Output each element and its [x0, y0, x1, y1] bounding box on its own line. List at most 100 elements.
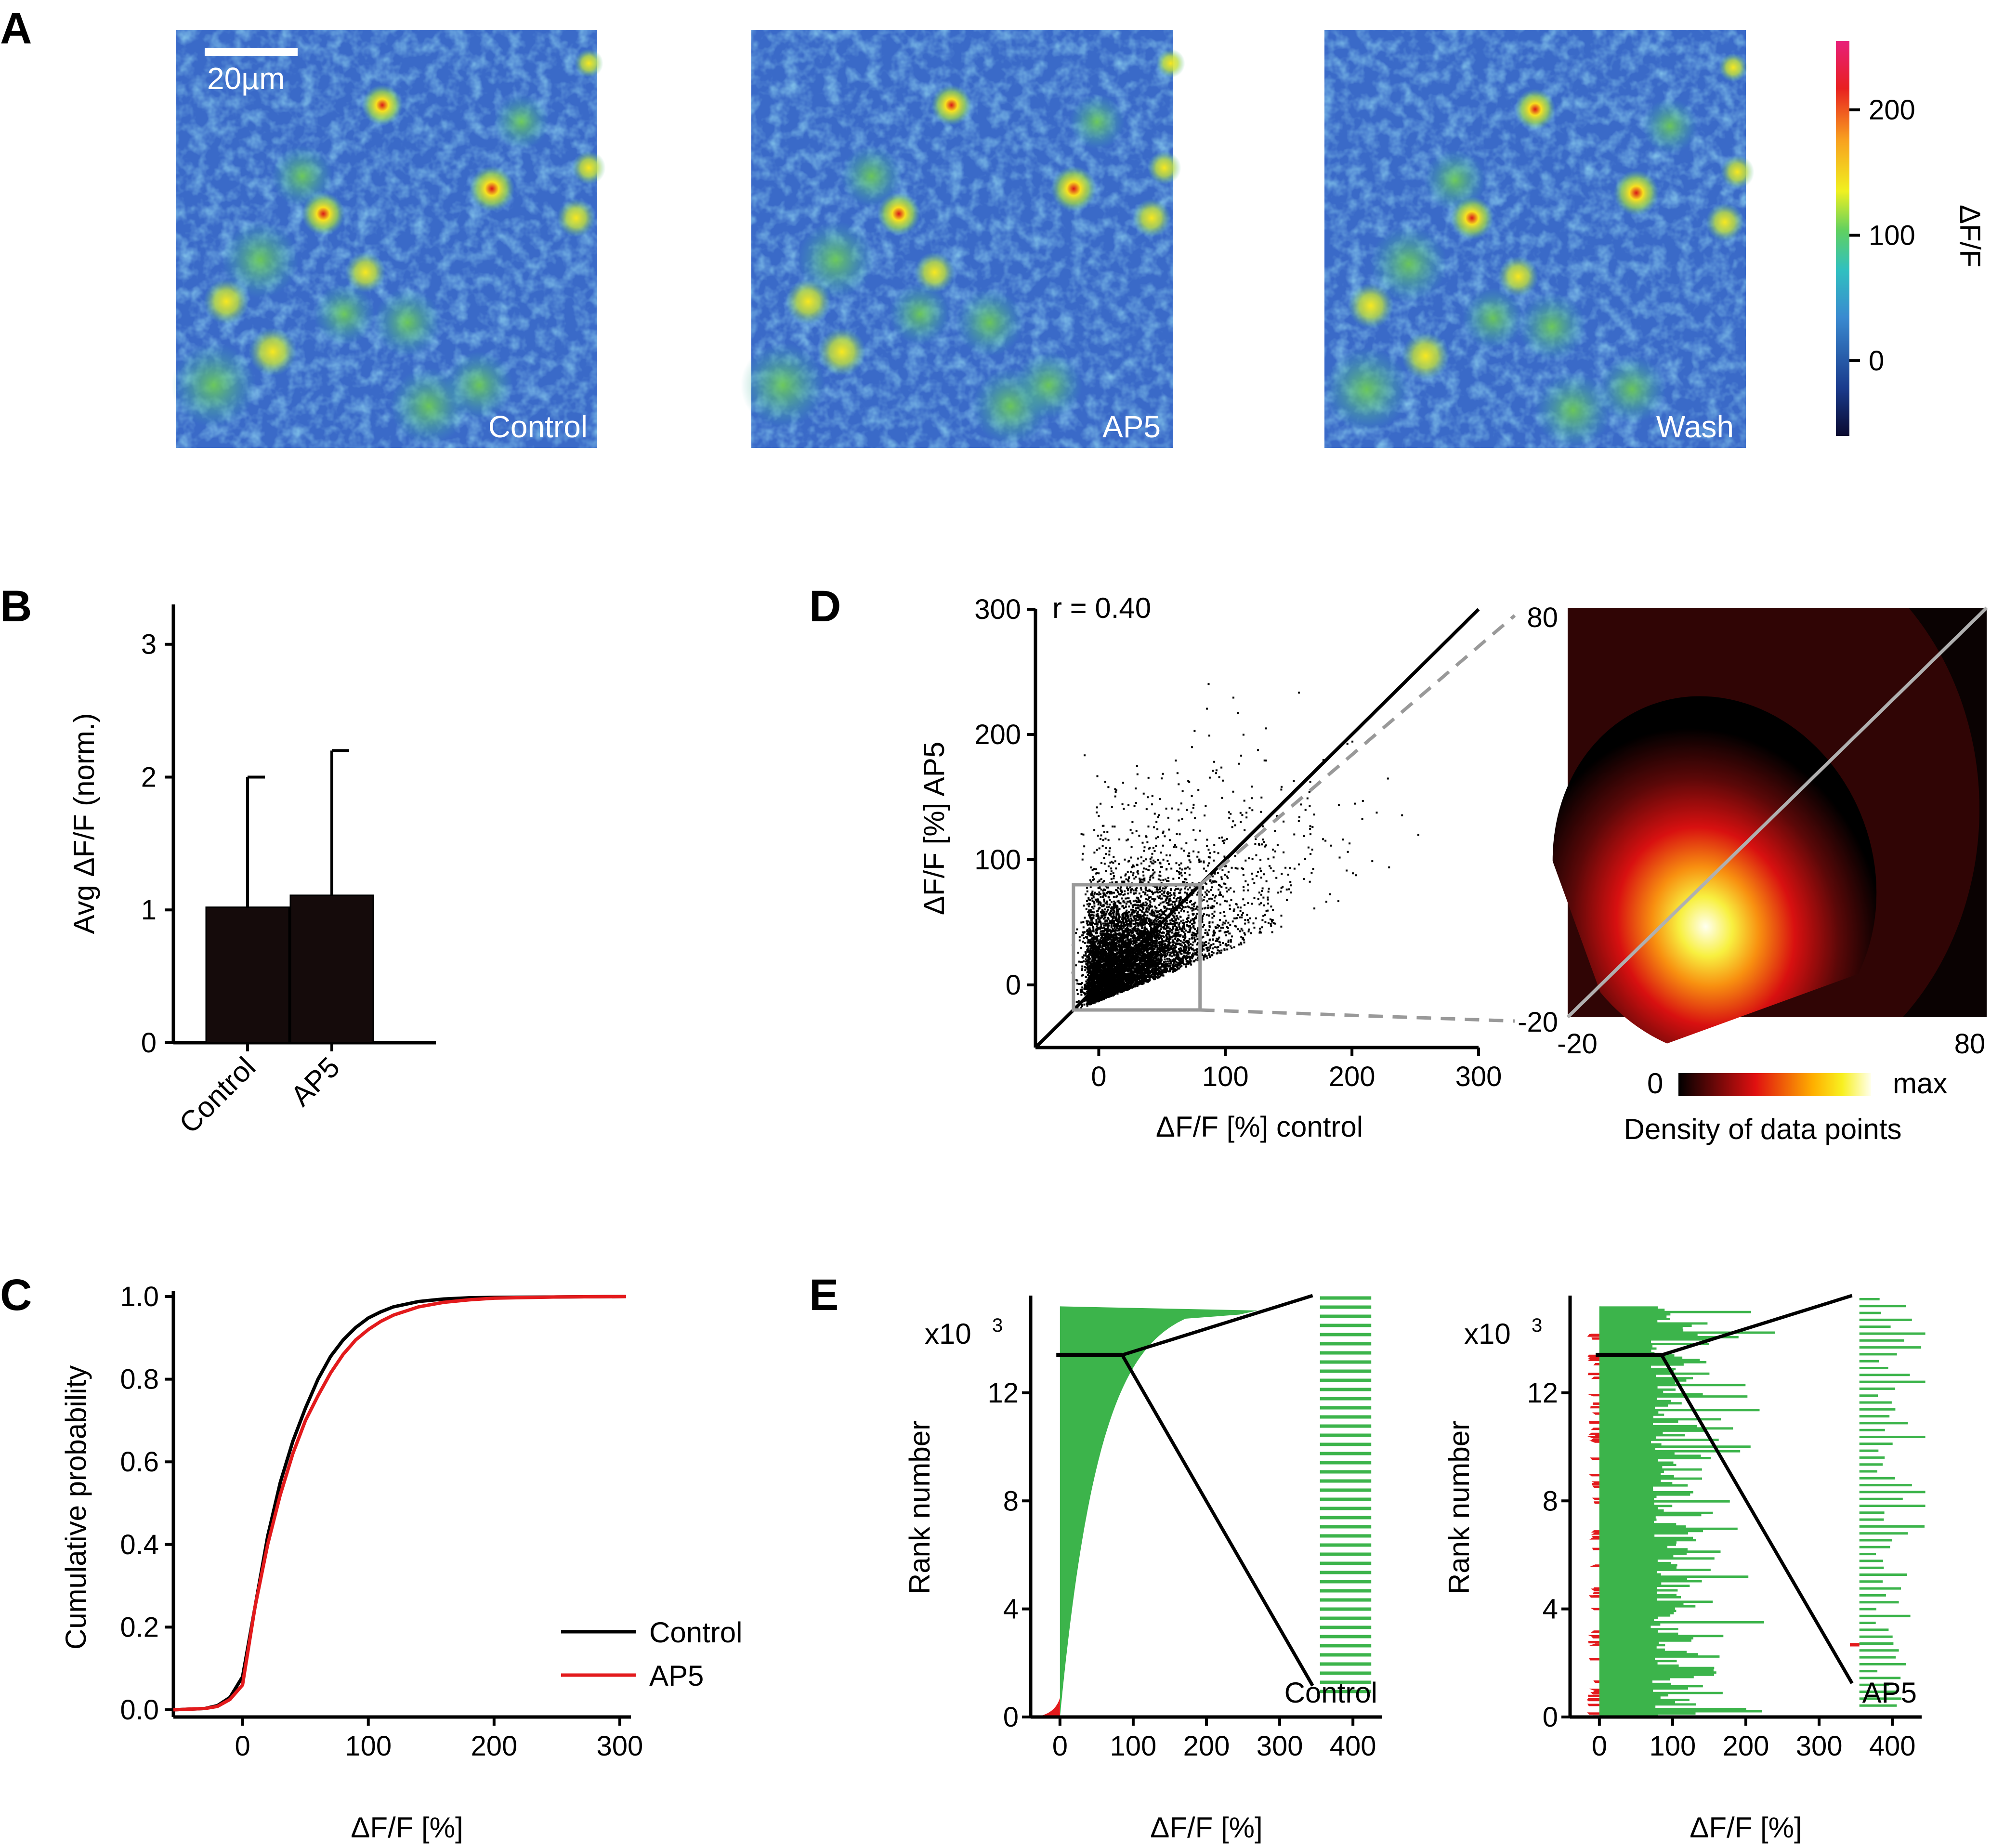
e-x-axis-label: ΔF/F [%]: [1690, 1811, 1802, 1844]
c-series-control: [173, 1295, 627, 1712]
e-ap5-rank-base: [1599, 1306, 1601, 1717]
image-1-cell-4: [1132, 198, 1171, 237]
image-1-cell-9: [840, 145, 903, 207]
image-0-cell-12: [445, 351, 513, 419]
image-0-cell-16: [314, 283, 375, 345]
image-2-cell-4: [1705, 203, 1744, 242]
image-0-cell-0: [362, 84, 403, 126]
panel-letter-c: C: [0, 1271, 32, 1320]
e-multiplier-exponent: 3: [992, 1315, 1003, 1336]
image-0-cell-9: [271, 145, 333, 207]
c-y-tick-label: 0.2: [120, 1612, 159, 1643]
d-identity-line: [1034, 608, 1480, 1049]
d-density-colorbar: [1678, 1073, 1871, 1096]
c-y-tick-label: 0.6: [120, 1446, 159, 1478]
d-density-y-min: -20: [1518, 1007, 1558, 1038]
colorbar-a-tick-label: 100: [1869, 220, 1915, 251]
e-x-tick-label: 300: [1257, 1730, 1303, 1762]
d-y-tick-label: 300: [974, 594, 1021, 625]
image-1-cell-2: [1050, 166, 1097, 212]
image-0-cell-10: [493, 94, 550, 150]
e-ap5-zoom-bars: [1859, 1298, 1926, 1707]
e-ap5-rank-bars: [1599, 1306, 1775, 1717]
image-2-cell-10: [1642, 98, 1698, 154]
image-1-cell-14: [955, 288, 1023, 356]
image-1-cell-12: [1014, 351, 1083, 419]
colorbar-a-tick-label: 0: [1869, 345, 1884, 377]
e-y-tick-label: 0: [1003, 1702, 1019, 1733]
e-x-tick-label: 200: [1723, 1730, 1769, 1762]
c-x-tick-label: 0: [235, 1730, 250, 1762]
d-density-identity-line: [1566, 606, 1988, 1019]
colorbar-a-label: ΔF/F: [1954, 205, 1986, 267]
image-2-cell-9: [1424, 149, 1486, 211]
d-density-x-max: 80: [1954, 1028, 1986, 1060]
image-1-cell-13: [797, 221, 874, 299]
d-x-axis-label: ΔF/F [%] control: [1156, 1111, 1363, 1143]
e-multiplier: x10: [925, 1318, 971, 1350]
panel-d-density: 80 -20-20 80 0 max Density of data points: [1518, 602, 1988, 1145]
e-annotation: Control: [1284, 1677, 1377, 1709]
b-y-tick-label: 0: [141, 1027, 157, 1059]
panel-d-scatter: 0 100 200 300 0 100 200 300 ΔF/F [%] control ΔF/F…: [918, 594, 1516, 1143]
image-2-cell-0: [1515, 89, 1556, 130]
panel-e-ap5-rank: 0 4 8 12 0 100 200 300 400 x10 3 AP5 ΔF/F [%] Rank nu…: [1443, 1294, 1926, 1844]
image-2-cell-11: [1534, 371, 1612, 449]
d-zoom-line-bottom: [1200, 1008, 1515, 1023]
e-control-rank-area: [1060, 1306, 1258, 1717]
e-control-negative-area: [1034, 1698, 1060, 1717]
image-1-cell-16: [889, 283, 951, 345]
d-x-tick-label: 0: [1091, 1061, 1106, 1092]
image-0-cell-8: [574, 49, 603, 78]
e-zoom-line-bottom: [1660, 1354, 1854, 1684]
image-1-cell-3: [914, 251, 956, 293]
panel-letter-e: E: [809, 1271, 838, 1320]
d-y-axis-label: ΔF/F [%] AP5: [918, 742, 950, 915]
e-zoom-line-top: [1122, 1294, 1313, 1357]
image-2-cell-2: [1613, 170, 1659, 216]
c-y-axis-label: Cumulative probability: [60, 1365, 92, 1650]
e-zoom-line-top: [1661, 1294, 1853, 1357]
c-y-tick-label: 0.4: [120, 1529, 159, 1560]
image-0-cell-13: [222, 221, 299, 299]
e-x-tick-label: 400: [1330, 1730, 1376, 1762]
c-y-tick-label: 1.0: [120, 1281, 159, 1312]
c-legend-label-ap5: AP5: [649, 1660, 704, 1692]
panel-b-bar-chart: 0 1 2 3 Control AP5 Avg ΔF/F (norm.): [68, 604, 436, 1140]
e-annotation: AP5: [1862, 1677, 1917, 1709]
b-y-axis-label: Avg ΔF/F (norm.): [68, 713, 100, 934]
d-density-y-max: 80: [1527, 602, 1558, 633]
image-2-cell-15: [1324, 347, 1409, 432]
c-series-ap5: [173, 1295, 627, 1712]
image-1-cell-1: [877, 192, 921, 236]
d-density-core: [1552, 696, 1877, 1057]
image-1-cell-0: [931, 84, 972, 126]
colorbar-a-ticks: 0 100 200: [1849, 94, 1915, 377]
e-y-tick-label: 0: [1543, 1702, 1558, 1733]
scale-bar-label: 20µm: [207, 61, 285, 96]
c-x-tick-label: 100: [345, 1730, 392, 1762]
image-1-cell-8: [1156, 49, 1185, 78]
d-x-tick-label: 200: [1329, 1061, 1375, 1092]
c-x-tick-label: 200: [471, 1730, 517, 1762]
e-x-tick-label: 200: [1183, 1730, 1230, 1762]
e-x-tick-label: 100: [1650, 1730, 1696, 1762]
panel-letter-d: D: [809, 582, 841, 631]
image-0-cell-4: [557, 198, 596, 237]
e-y-axis-label: Rank number: [904, 1421, 936, 1594]
b-y-tick-label: 1: [141, 894, 157, 926]
image-0-cell-2: [469, 166, 515, 212]
d-y-tick-label: 100: [974, 844, 1021, 876]
c-legend-label-control: Control: [649, 1616, 742, 1649]
colorbar-a-tick-label: 200: [1869, 94, 1915, 126]
image-0-cell-3: [345, 251, 386, 293]
image-1-cell-6: [818, 328, 866, 376]
colorbar-a: [1836, 41, 1849, 436]
image-2-cell-3: [1498, 256, 1539, 297]
image-2-cell-12: [1598, 355, 1666, 423]
image-0-cell-14: [373, 288, 442, 356]
panel-letter-a: A: [0, 4, 32, 53]
image-label-control: Control: [488, 409, 588, 444]
panel-c-cumulative: 0.0 0.2 0.4 0.6 0.8 1.0 0 100 200 300 Control AP5 ΔF…: [60, 1281, 742, 1844]
